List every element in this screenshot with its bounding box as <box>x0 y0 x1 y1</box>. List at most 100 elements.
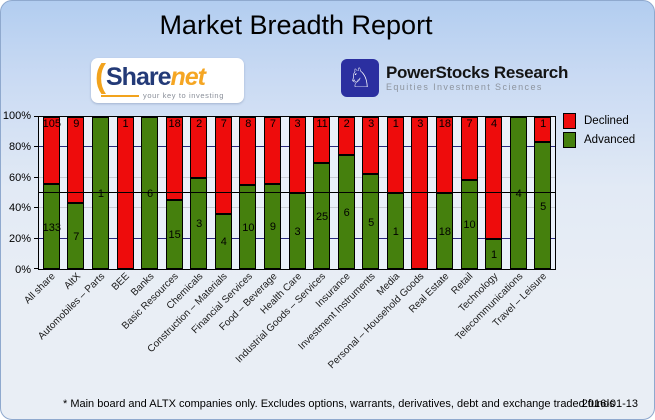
advanced-count: 4 <box>515 188 522 200</box>
declined-count: 18 <box>438 118 452 130</box>
advanced-count: 18 <box>438 226 452 238</box>
advanced-segment <box>460 179 478 269</box>
advanced-segment <box>288 193 306 269</box>
legend-item-advanced: Advanced <box>563 132 635 148</box>
declined-segment <box>313 117 331 164</box>
y-axis: 0% 20% 40% 60% 80% 100% <box>1 110 33 276</box>
bar-personal-household-goods: 3 <box>411 117 429 269</box>
declined-segment <box>534 117 552 143</box>
advanced-count: 1 <box>392 226 399 238</box>
declined-count: 3 <box>368 118 375 130</box>
bar-industrial-goods-services: 11 25 <box>313 117 331 269</box>
x-label-altx: AltX <box>61 271 83 292</box>
y-tick-20 <box>34 237 38 239</box>
sharenet-tagline: your key to investing <box>143 91 224 100</box>
advanced-count: 15 <box>168 229 181 242</box>
sharenet-arc-icon: ( <box>95 57 106 94</box>
advanced-segment <box>534 142 552 269</box>
declined-segment <box>67 117 85 203</box>
declined-count: 1 <box>392 118 399 130</box>
declined-count: 105 <box>42 118 61 130</box>
advanced-segment <box>239 184 257 269</box>
sharenet-wordmark-share: Share <box>106 63 171 91</box>
legend: Declined Advanced <box>563 113 635 151</box>
declined-count: 11 <box>316 118 328 130</box>
y-tick-100 <box>34 116 38 117</box>
advanced-count: 9 <box>269 221 276 234</box>
footer-note: * Main board and ALTX companies only. Ex… <box>63 398 615 410</box>
y-tick-80 <box>34 146 38 148</box>
declined-count: 1 <box>540 118 547 130</box>
x-label-all-share: All share <box>22 271 59 307</box>
advanced-segment <box>42 184 60 269</box>
sharenet-underline <box>101 94 139 97</box>
y-tick-40 <box>34 207 38 209</box>
bar-banks: 6 <box>141 117 159 269</box>
declined-count: 7 <box>269 118 276 130</box>
declined-segment <box>214 117 232 214</box>
advanced-segment <box>214 213 232 269</box>
advanced-count: 6 <box>343 207 350 219</box>
fifty-percent-line <box>39 192 555 193</box>
y-tick-60 <box>34 176 38 178</box>
declined-count: 9 <box>73 118 80 130</box>
y-label-100: 100% <box>2 110 31 122</box>
legend-label: Advanced <box>584 134 636 146</box>
page-title: Market Breadth Report <box>159 10 433 40</box>
powerstocks-name: PowerStocks Research <box>386 63 569 82</box>
footer-date: 2016-01-13 <box>581 398 638 410</box>
declined-segment <box>337 117 355 155</box>
plot-area: 105 133 9 7 1 1 6 18 15 2 3 7 4 8 10 7 9 3 3 11 25 2 6 3 5 1 1 3 18 1… <box>38 116 556 270</box>
declined-count: 3 <box>417 118 424 130</box>
legend-item-declined: Declined <box>563 113 635 129</box>
advanced-segment <box>141 117 159 269</box>
declined-segment <box>485 117 503 239</box>
knight-chess-icon: ♘ <box>341 59 379 97</box>
powerstocks-subtitle: Equities Investment Sciences <box>386 82 543 92</box>
advanced-count: 10 <box>242 221 255 234</box>
bar-financial-services: 8 10 <box>239 117 257 269</box>
declined-count: 2 <box>343 118 350 130</box>
advanced-count: 7 <box>73 230 80 243</box>
powerstocks-logo: ♘ PowerStocks Research Equities Investme… <box>341 59 568 97</box>
declined-segment <box>460 117 478 180</box>
advanced-count: 1 <box>97 188 104 200</box>
bar-retail: 7 10 <box>460 117 478 269</box>
declined-count: 4 <box>491 118 498 130</box>
advanced-count: 1 <box>491 248 498 261</box>
legend-swatch-declined <box>563 113 576 129</box>
declined-count: 18 <box>168 118 181 130</box>
advanced-segment <box>337 155 355 269</box>
bar-telecommunications: 4 <box>509 117 527 269</box>
declined-count: 2 <box>196 118 203 130</box>
declined-segment <box>42 117 60 185</box>
advanced-segment <box>91 117 109 269</box>
y-label-20: 20% <box>8 233 31 246</box>
advanced-segment <box>435 193 453 269</box>
advanced-segment <box>67 202 85 269</box>
advanced-count: 3 <box>294 226 301 238</box>
bar-real-estate: 18 18 <box>435 117 453 269</box>
sharenet-logo: ( Share net your key to investing <box>91 58 244 103</box>
declined-segment <box>362 117 380 174</box>
y-label-40: 40% <box>8 202 31 215</box>
advanced-segment <box>313 163 331 269</box>
advanced-count: 25 <box>315 211 329 224</box>
declined-count: 3 <box>294 118 301 130</box>
y-tick-0 <box>34 268 38 269</box>
sharenet-wordmark-net: net <box>170 63 205 91</box>
bar-basic-resources: 18 15 <box>165 117 183 269</box>
bar-automobiles-parts: 1 <box>91 117 109 269</box>
y-label-80: 80% <box>8 140 31 153</box>
advanced-segment <box>190 177 208 269</box>
advanced-segment <box>485 238 503 269</box>
legend-swatch-advanced <box>563 132 576 148</box>
advanced-segment <box>165 199 183 269</box>
